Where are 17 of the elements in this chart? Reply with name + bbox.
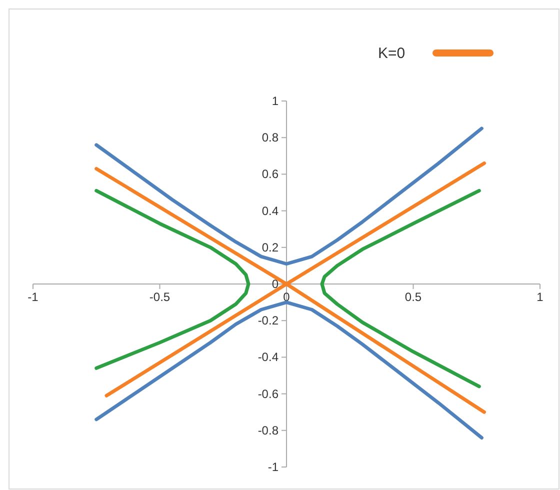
x-tick-label: -0.5	[149, 290, 170, 304]
y-tick-label: -0.8	[258, 423, 279, 438]
y-tick-label: -0.2	[258, 314, 279, 328]
y-tick-label: 0.6	[262, 167, 279, 182]
y-tick-label: -1	[268, 460, 279, 474]
legend-label: K=0	[378, 45, 406, 62]
x-tick-label: 0	[283, 290, 290, 304]
y-tick-label: 1	[272, 94, 279, 108]
y-tick-label: -0.6	[258, 386, 279, 401]
x-tick-label: 1	[536, 290, 544, 304]
x-tick-label: -1	[28, 290, 39, 304]
y-tick-label: 0.4	[262, 204, 279, 218]
y-tick-label: 0	[272, 277, 279, 291]
x-tick-label: 0.5	[404, 290, 422, 304]
y-tick-label: 0.2	[262, 240, 279, 254]
y-tick-label: -0.4	[258, 350, 279, 364]
y-tick-label: 0.8	[262, 130, 279, 145]
